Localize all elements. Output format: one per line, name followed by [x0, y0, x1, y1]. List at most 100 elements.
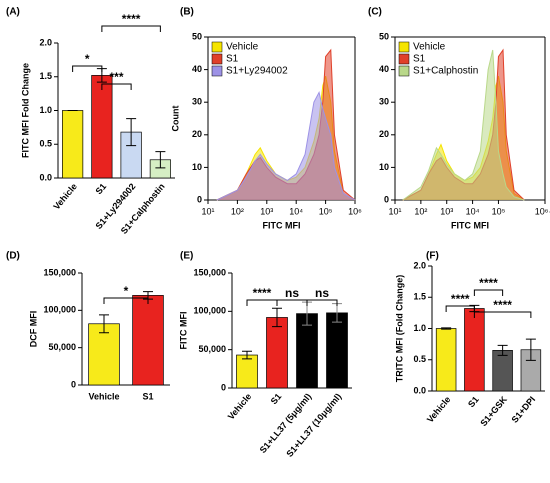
panel-label: (E) [180, 251, 193, 262]
histogram-area [216, 90, 356, 201]
x-tick-label: Vehicle [425, 394, 453, 424]
significance-bracket [246, 299, 278, 306]
panel-label: (D) [6, 251, 20, 262]
y-tick-label: 1.0 [413, 323, 426, 333]
x-tick-label: 10⁴ [466, 206, 480, 216]
y-tick-label: 2.0 [413, 260, 426, 270]
x-axis-label: FITC MFI [451, 220, 489, 230]
x-tick-label: 10⁴ [289, 206, 303, 216]
legend-label: Vehicle [413, 42, 446, 53]
y-tick-label: 0.5 [39, 139, 52, 149]
y-tick-label: 0.0 [39, 172, 52, 182]
x-tick-label: S1+DPI [509, 394, 537, 424]
significance-bracket [101, 83, 132, 90]
legend-swatch [211, 65, 223, 77]
significance-label: **** [493, 298, 512, 312]
y-tick-label: 0 [197, 194, 202, 204]
y-tick-label: 150,000 [43, 267, 76, 277]
bar [266, 317, 288, 389]
legend-swatch [211, 53, 223, 65]
legend-swatch [398, 41, 410, 53]
x-tick-label: 10¹ [388, 206, 401, 216]
x-tick-label: 10⁵ [319, 206, 333, 216]
significance-bracket [101, 25, 161, 32]
error-bar [497, 344, 508, 356]
panel-label: (F) [426, 251, 439, 262]
panel-label: (A) [6, 7, 20, 18]
x-tick-label: S1 [93, 181, 108, 196]
x-tick-label: S1+LL37 (5μg/ml) [258, 391, 314, 455]
x-tick-label: 10² [231, 206, 244, 216]
significance-label: **** [451, 292, 470, 306]
y-tick-label: 2.0 [39, 37, 52, 47]
x-tick-label: 10⁶·⁸ [535, 206, 550, 216]
y-tick-label: 50,000 [48, 342, 76, 352]
panel-label: (C) [368, 7, 382, 18]
bar [62, 110, 84, 179]
legend-label: S1 [226, 54, 239, 65]
significance-bracket [276, 299, 308, 306]
y-tick-label: 0.0 [413, 385, 426, 395]
y-tick-label: 50,000 [198, 344, 226, 354]
x-tick-label: Vehicle [226, 391, 254, 421]
significance-label: * [85, 52, 90, 66]
error-bar [99, 314, 109, 334]
error-bar [242, 350, 252, 360]
y-tick-label: 1.5 [39, 71, 52, 81]
bar [326, 312, 348, 389]
x-axis-label: FITC MFI [263, 220, 301, 230]
y-tick-label: 50 [379, 31, 389, 41]
x-tick-label: Vehicle [88, 391, 119, 401]
x-tick-label: S1+GSK [478, 394, 509, 428]
y-tick-label: 0 [384, 194, 389, 204]
significance-label: ns [285, 286, 299, 300]
y-tick-label: 100,000 [43, 305, 76, 315]
y-tick-label: 50 [192, 31, 202, 41]
y-axis-label: DCF MFI [28, 311, 38, 348]
significance-bracket [72, 65, 103, 72]
error-bar [126, 118, 137, 147]
y-tick-label: 100,000 [193, 306, 226, 316]
significance-label: * [124, 284, 129, 298]
significance-bracket [103, 297, 149, 304]
y-axis-label: FITC MFI Fold Change [20, 63, 30, 158]
legend-swatch [211, 41, 223, 53]
x-tick-label: 10¹ [201, 206, 214, 216]
legend-label: S1+Ly294002 [226, 66, 288, 77]
x-tick-label: Vehicle [51, 181, 79, 211]
x-tick-label: 10³ [260, 206, 273, 216]
legend-label: S1 [413, 54, 426, 65]
y-axis-label: Count [170, 106, 180, 132]
y-tick-label: 40 [192, 64, 202, 74]
x-tick-label: S1 [269, 391, 284, 406]
bar [236, 354, 258, 389]
y-tick-label: 0 [221, 382, 226, 392]
y-tick-label: 150,000 [193, 267, 226, 277]
significance-bracket [473, 311, 532, 318]
y-tick-label: 1.0 [39, 105, 52, 115]
error-bar [272, 307, 282, 328]
significance-label: ns [315, 286, 329, 300]
y-tick-label: 0 [71, 379, 76, 389]
x-tick-label: 10⁶ [348, 206, 362, 216]
x-tick-label: S1 [142, 391, 153, 401]
y-axis-label: TRITC MFI (Fold Change) [394, 275, 404, 382]
legend-swatch [398, 65, 410, 77]
x-tick-label: S1+LL37 (10μg/ml) [284, 391, 343, 459]
x-tick-label: 10⁵ [492, 206, 506, 216]
y-axis-label: FITC MFI [178, 312, 188, 350]
y-tick-label: 10 [192, 162, 202, 172]
y-tick-label: 20 [192, 129, 202, 139]
histogram-area [402, 49, 525, 201]
bar [88, 323, 120, 386]
bar [132, 295, 164, 386]
bar [464, 308, 485, 392]
y-tick-label: 10 [379, 162, 389, 172]
significance-bracket [306, 299, 338, 306]
panel-label: (B) [180, 7, 194, 18]
error-bar [155, 151, 166, 169]
x-tick-label: S1 [466, 394, 481, 409]
significance-bracket [473, 289, 504, 296]
y-tick-label: 30 [379, 97, 389, 107]
